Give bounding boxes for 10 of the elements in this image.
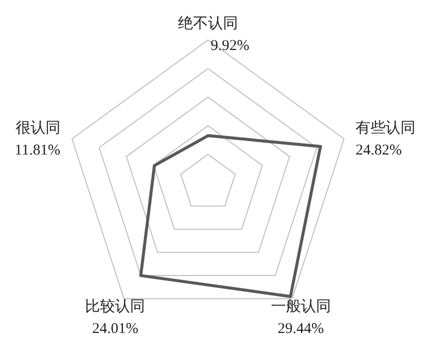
spoke-label: 一般认同: [270, 298, 331, 316]
text: 11.81%: [14, 142, 60, 158]
text: 29.44%: [278, 321, 324, 338]
spoke-label: 绝不认同: [178, 15, 238, 32]
spoke-label: 有些认同: [356, 119, 416, 136]
spoke-label: 很认同: [15, 119, 60, 136]
text: 24.82%: [356, 142, 402, 158]
text: 9.92%: [210, 38, 250, 54]
spoke-label: 比较认同: [85, 298, 146, 316]
text: 24.01%: [92, 321, 138, 338]
